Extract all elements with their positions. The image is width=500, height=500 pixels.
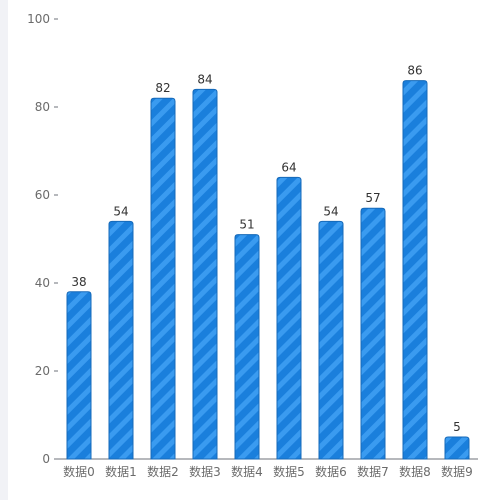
x-axis: 数据0 数据1 数据2 数据3 数据4 数据5 数据6 数据7 数据8 数据9 [58,458,478,479]
y-tick-label: 0 [42,452,50,466]
x-tick-label-6: 数据6 [315,464,347,479]
bar-6[interactable] [318,220,344,460]
y-tick-label: 100 [27,12,50,26]
bar-2[interactable] [150,97,176,460]
value-label-9: 5 [453,420,461,434]
bar-7[interactable] [360,207,386,460]
x-tick-label-8: 数据8 [399,464,431,479]
left-gutter [0,0,8,500]
y-axis: 0 20 40 60 80 100 [27,12,58,466]
value-labels-group: 38 54 82 84 51 64 54 57 86 5 [71,64,460,434]
y-tick-label: 80 [35,100,50,114]
x-tick-label-0: 数据0 [63,464,95,479]
value-label-5: 64 [281,160,296,174]
bar-1[interactable] [108,220,134,460]
value-label-3: 84 [197,72,212,86]
value-label-2: 82 [155,81,170,95]
value-label-8: 86 [407,64,422,78]
x-tick-label-3: 数据3 [189,464,221,479]
value-label-7: 57 [365,191,380,205]
bar-9[interactable] [444,436,470,460]
x-tick-label-9: 数据9 [441,464,473,479]
y-tick-label: 20 [35,364,50,378]
bar-5[interactable] [276,176,302,460]
value-label-1: 54 [113,204,128,218]
x-tick-label-4: 数据4 [231,464,263,479]
x-tick-label-1: 数据1 [105,464,137,479]
value-label-0: 38 [71,275,86,289]
value-label-6: 54 [323,204,338,218]
x-tick-label-5: 数据5 [273,464,305,479]
y-tick-label: 60 [35,188,50,202]
bar-4[interactable] [234,234,260,460]
y-tick-label: 40 [35,276,50,290]
bar-0[interactable] [66,291,92,460]
bars-group [66,80,470,460]
x-tick-label-2: 数据2 [147,464,179,479]
bar-8[interactable] [402,80,428,460]
bar-3[interactable] [192,88,218,460]
value-label-4: 51 [239,218,254,232]
x-tick-label-7: 数据7 [357,464,389,479]
